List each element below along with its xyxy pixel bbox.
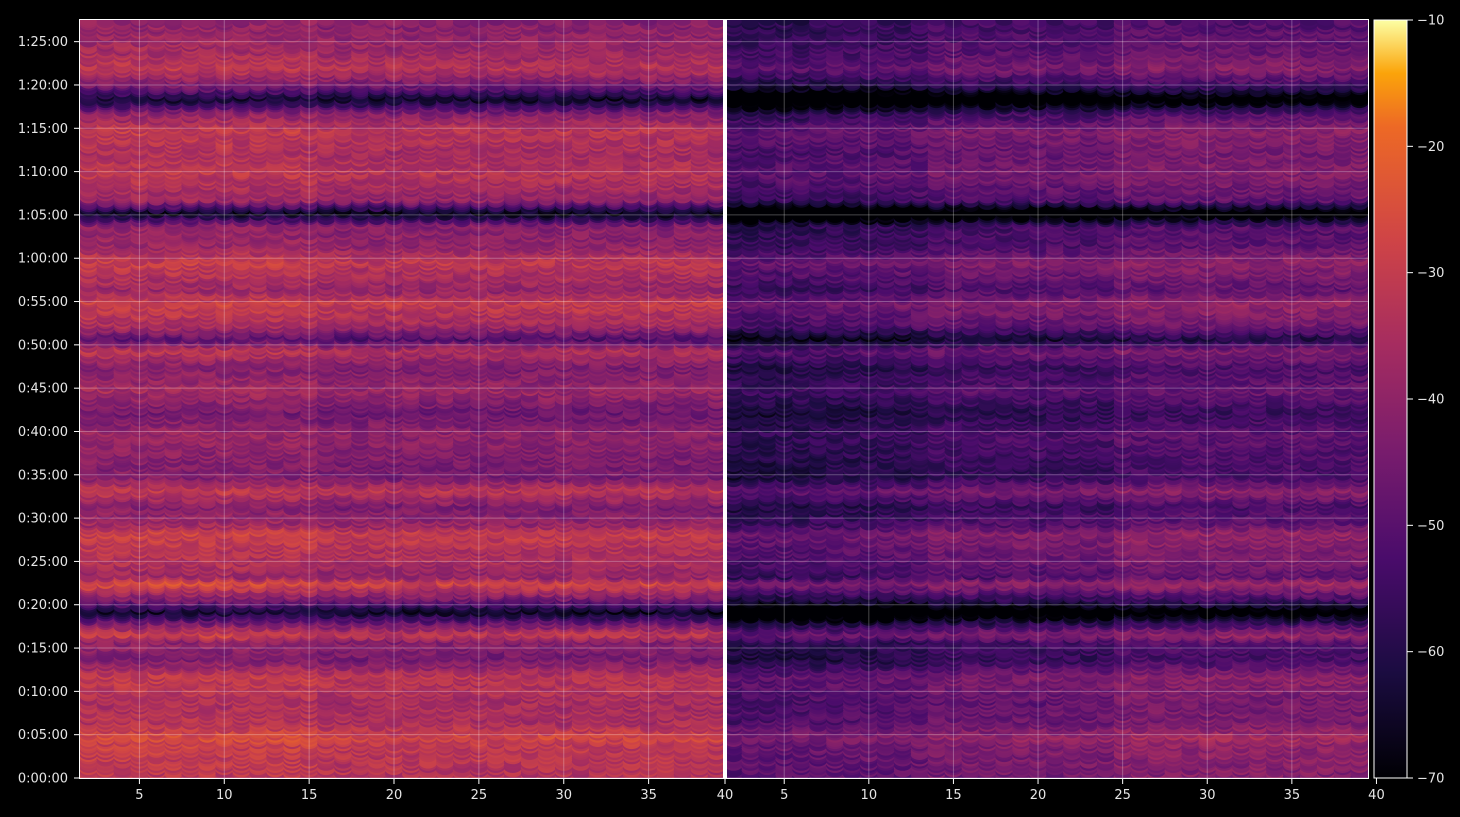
heatmap-cells-left: [80, 20, 723, 778]
